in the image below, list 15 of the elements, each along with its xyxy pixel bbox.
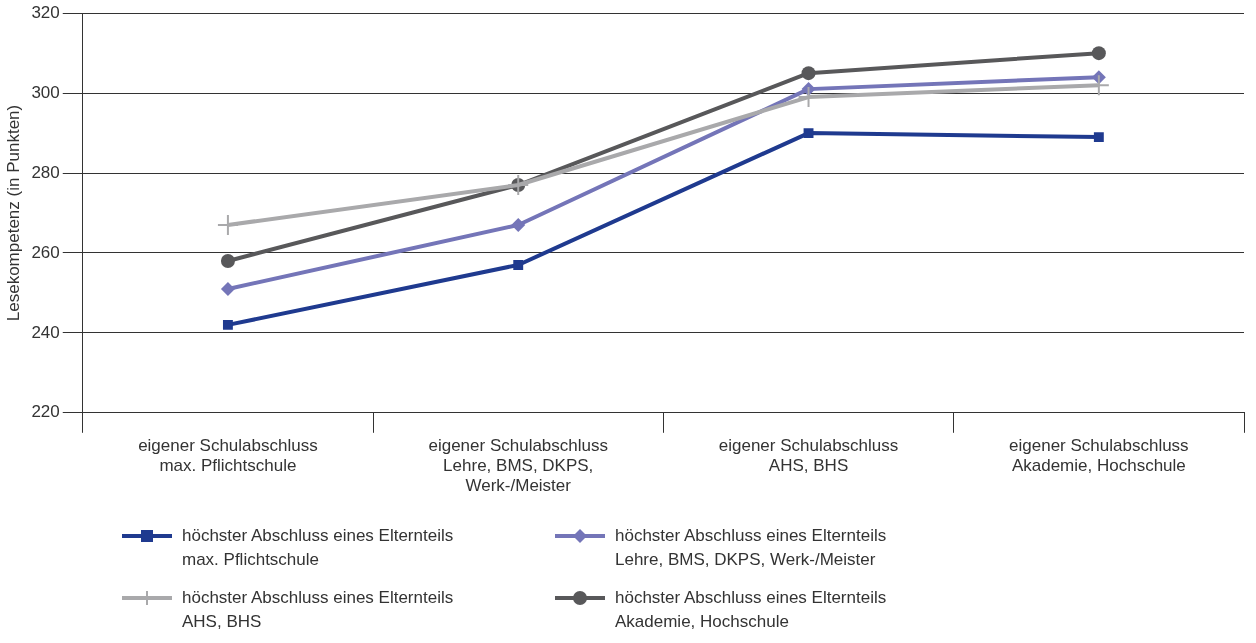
y-tick-label: 320 bbox=[31, 2, 60, 22]
x-tick-label: eigener Schulabschluss Akademie, Hochschule bbox=[1009, 435, 1189, 476]
legend-label: höchster Abschluss eines Elternteils Akademie, Hochschule bbox=[615, 587, 888, 633]
y-axis-title: Lesekompetenz (in Punkten) bbox=[3, 104, 23, 322]
legend-label: höchster Abschluss eines Elternteils Lehre, BMS, DKPS, Werk-/Meister bbox=[615, 525, 888, 571]
legend-label: höchster Abschluss eines Elternteils AHS, BHS bbox=[182, 587, 455, 633]
y-tick-label: 220 bbox=[31, 402, 60, 422]
y-tick-label: 300 bbox=[31, 82, 60, 102]
y-tick-label: 280 bbox=[31, 162, 60, 182]
x-tick-label: eigener Schulabschluss max. Pflichtschule bbox=[138, 435, 318, 476]
legend-label: höchster Abschluss eines Elternteils max. Pflichtschule bbox=[182, 525, 455, 571]
y-tick-label: 260 bbox=[31, 242, 60, 262]
x-tick-label: eigener Schulabschluss Lehre, BMS, DKPS, Werk-/Meister bbox=[428, 435, 609, 496]
y-tick-label: 240 bbox=[31, 322, 60, 342]
x-tick-label: eigener Schulabschluss AHS, BHS bbox=[718, 435, 899, 476]
